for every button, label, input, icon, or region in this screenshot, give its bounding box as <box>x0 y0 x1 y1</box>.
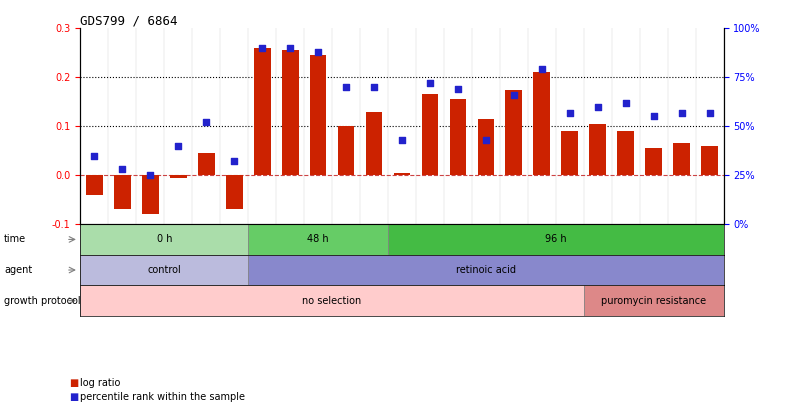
Point <box>675 109 687 116</box>
Point <box>451 86 464 92</box>
Bar <box>80 255 248 285</box>
Text: growth protocol: growth protocol <box>4 296 80 306</box>
Bar <box>80 285 583 316</box>
Bar <box>449 99 466 175</box>
Point <box>395 137 408 143</box>
Text: ■: ■ <box>69 392 79 402</box>
Text: puromycin resistance: puromycin resistance <box>601 296 705 306</box>
Bar <box>86 175 103 195</box>
Bar <box>617 131 634 175</box>
Point <box>563 109 576 116</box>
Bar <box>198 153 214 175</box>
Bar <box>532 72 549 175</box>
Text: percentile rank within the sample: percentile rank within the sample <box>80 392 245 402</box>
Bar <box>388 224 723 255</box>
Bar <box>142 175 158 214</box>
Bar <box>114 175 131 209</box>
Point <box>479 137 491 143</box>
Text: no selection: no selection <box>302 296 361 306</box>
Bar <box>169 175 186 178</box>
Bar <box>248 224 388 255</box>
Text: time: time <box>4 234 26 245</box>
Bar <box>421 94 438 175</box>
Text: 0 h: 0 h <box>157 234 172 245</box>
Bar <box>560 131 577 175</box>
Point <box>535 66 548 73</box>
Point <box>618 100 631 106</box>
Point <box>88 152 100 159</box>
Bar <box>309 55 326 175</box>
Bar <box>645 148 661 175</box>
Point <box>312 49 324 55</box>
Text: 96 h: 96 h <box>544 234 566 245</box>
Bar <box>393 173 410 175</box>
Point <box>703 109 715 116</box>
Bar <box>365 111 382 175</box>
Text: control: control <box>147 265 181 275</box>
Bar <box>80 224 248 255</box>
Point <box>367 84 380 90</box>
Bar <box>248 255 723 285</box>
Bar <box>700 146 717 175</box>
Bar <box>337 126 354 175</box>
Text: GDS799 / 6864: GDS799 / 6864 <box>80 14 177 27</box>
Point <box>255 45 268 51</box>
Text: log ratio: log ratio <box>80 378 120 388</box>
Point <box>172 143 185 149</box>
Text: agent: agent <box>4 265 32 275</box>
Point <box>339 84 352 90</box>
Point <box>116 166 128 173</box>
Bar <box>589 124 605 175</box>
Point <box>507 92 520 98</box>
Point <box>227 158 240 165</box>
Bar <box>672 143 689 175</box>
Text: retinoic acid: retinoic acid <box>455 265 516 275</box>
Text: ■: ■ <box>69 378 79 388</box>
Point <box>200 119 213 126</box>
Point <box>423 80 436 86</box>
Bar <box>281 50 298 175</box>
Bar <box>505 90 522 175</box>
Text: 48 h: 48 h <box>307 234 328 245</box>
Bar <box>583 285 723 316</box>
Point <box>283 45 296 51</box>
Bar <box>226 175 243 209</box>
Bar <box>477 119 494 175</box>
Point <box>144 172 157 179</box>
Point <box>590 103 603 110</box>
Bar <box>254 48 271 175</box>
Point <box>646 113 659 120</box>
